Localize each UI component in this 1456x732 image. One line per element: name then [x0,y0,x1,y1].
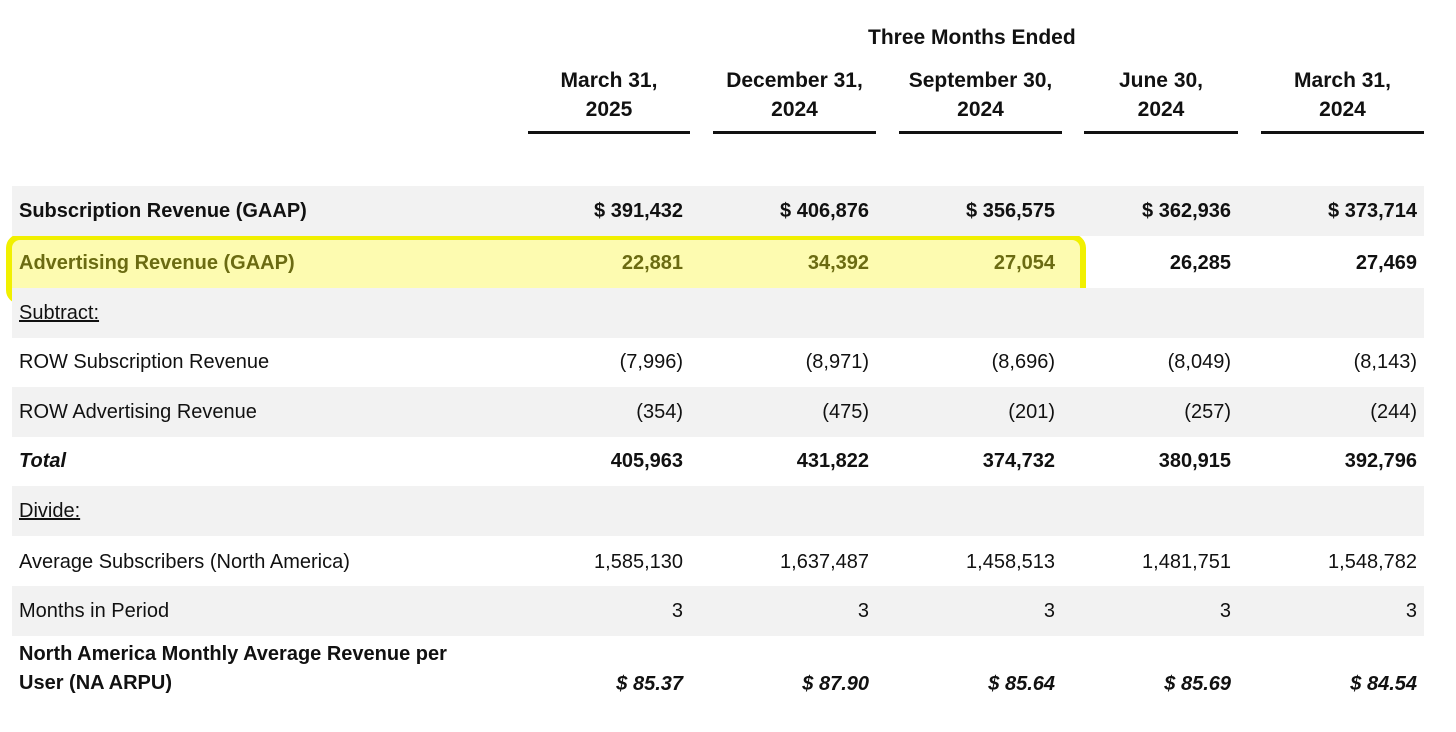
row-label-line2: User (NA ARPU) [19,672,172,694]
cell-value: 1,458,513 [966,551,1055,573]
cell-value: $ 85.37 [616,673,683,695]
cell-value: (8,696) [991,351,1055,373]
cell-value: (257) [1184,401,1231,423]
row-label: Subtract: [19,302,100,324]
column-header-mar-2025: March 31, 2025 [528,66,690,134]
cell-value: 3 [671,600,683,622]
row-label: North America Monthly Average Revenue pe… [19,640,519,698]
row-label: ROW Advertising Revenue [19,401,257,423]
column-header-line1: March 31, [560,69,658,92]
table-row-subtract: Subtract: [12,288,1424,338]
cell-value: $ 373,714 [1328,200,1417,222]
cell-value: 3 [1219,600,1231,622]
cell-value: 27,054 [993,252,1055,274]
row-label: ROW Subscription Revenue [19,351,270,373]
cell-value: 22,881 [621,252,683,274]
cell-value: (201) [1008,401,1055,423]
cell-value: $ 356,575 [966,200,1055,222]
row-label: Subscription Revenue (GAAP) [19,200,307,222]
column-header-line1: December 31, [726,69,863,92]
row-label: Divide: [19,500,81,522]
column-header-line1: September 30, [908,69,1053,92]
table-row-divide: Divide: [12,486,1424,536]
cell-value: 431,822 [796,450,869,472]
cell-value: 3 [1405,600,1417,622]
cell-value: 392,796 [1344,450,1417,472]
table-row-row-subscription: ROW Subscription Revenue (7,996) (8,971)… [12,337,1424,387]
cell-value: 1,481,751 [1142,551,1231,573]
table-row-subscription-revenue: Subscription Revenue (GAAP) $ 391,432 $ … [12,186,1424,236]
cell-value: 3 [857,600,869,622]
cell-value: (8,971) [805,351,869,373]
cell-value: $ 391,432 [594,200,683,222]
table-row-months-in-period: Months in Period 3 3 3 3 3 [12,586,1424,636]
table-row-na-arpu: North America Monthly Average Revenue pe… [12,640,1424,716]
cell-value: $ 84.54 [1350,673,1417,695]
column-header-line1: March 31, [1294,69,1391,92]
cell-value: 1,585,130 [594,551,683,573]
column-header-jun-2024: June 30, 2024 [1084,66,1238,134]
cell-value: (8,143) [1353,351,1417,373]
column-header-line1: June 30, [1118,69,1204,92]
cell-value: $ 406,876 [780,200,869,222]
cell-value: 1,637,487 [780,551,869,573]
cell-value: (8,049) [1167,351,1231,373]
row-label: Average Subscribers (North America) [19,551,350,573]
cell-value: $ 85.69 [1164,673,1231,695]
cell-value: 405,963 [610,450,683,472]
row-label-line1: North America Monthly Average Revenue pe… [19,643,447,665]
cell-value: 380,915 [1158,450,1231,472]
cell-value: 26,285 [1169,252,1231,274]
cell-value: 27,469 [1355,252,1417,274]
column-header-line2: 2024 [1137,98,1185,121]
row-label: Months in Period [19,600,170,622]
column-header-line2: 2025 [585,98,633,121]
column-header-line2: 2024 [957,98,1004,121]
cell-value: $ 85.64 [988,673,1055,695]
cell-value: (354) [636,401,683,423]
cell-value: (475) [822,401,869,423]
cell-value: (244) [1370,401,1417,423]
table-row-row-advertising: ROW Advertising Revenue (354) (475) (201… [12,387,1424,437]
row-label: Total [19,450,67,472]
table-row-advertising-revenue: Advertising Revenue (GAAP) 22,881 34,392… [12,238,1424,288]
column-header-line2: 2024 [1319,98,1366,121]
table-row-total: Total 405,963 431,822 374,732 380,915 39… [12,436,1424,486]
cell-value: 374,732 [982,450,1055,472]
cell-value: 34,392 [807,252,869,274]
column-header-dec-2024: December 31, 2024 [713,66,876,134]
cell-value: (7,996) [619,351,683,373]
table-row-average-subscribers: Average Subscribers (North America) 1,58… [12,537,1424,587]
cell-value: 1,548,782 [1328,551,1417,573]
column-header-sep-2024: September 30, 2024 [899,66,1062,134]
column-header-mar-2024: March 31, 2024 [1261,66,1424,134]
cell-value: $ 87.90 [802,673,869,695]
cell-value: 3 [1043,600,1055,622]
column-header-line2: 2024 [771,98,818,121]
row-label: Advertising Revenue (GAAP) [19,252,295,274]
three-months-ended-header: Three Months Ended [868,26,1076,49]
cell-value: $ 362,936 [1142,200,1231,222]
